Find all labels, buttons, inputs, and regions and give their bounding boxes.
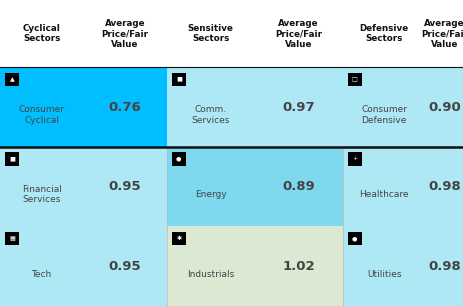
FancyBboxPatch shape: [167, 226, 255, 306]
Text: 1.02: 1.02: [282, 260, 315, 273]
FancyBboxPatch shape: [6, 232, 19, 245]
Text: +: +: [352, 156, 357, 162]
Text: Tech: Tech: [31, 270, 52, 279]
Text: 0.98: 0.98: [428, 180, 461, 193]
Text: ■: ■: [176, 77, 182, 82]
FancyBboxPatch shape: [6, 152, 19, 166]
Text: ■: ■: [9, 156, 15, 162]
Text: ✱: ✱: [176, 236, 181, 241]
Text: ▲: ▲: [10, 77, 14, 82]
Text: Healthcare: Healthcare: [360, 190, 409, 199]
FancyBboxPatch shape: [255, 67, 343, 147]
FancyBboxPatch shape: [426, 226, 463, 306]
Text: Consumer
Cyclical: Consumer Cyclical: [19, 105, 65, 125]
Text: Cyclical
Sectors: Cyclical Sectors: [23, 24, 61, 43]
FancyBboxPatch shape: [83, 67, 167, 147]
FancyBboxPatch shape: [6, 73, 19, 86]
FancyBboxPatch shape: [0, 226, 83, 306]
Text: 0.76: 0.76: [109, 101, 141, 114]
FancyBboxPatch shape: [167, 67, 255, 147]
Text: Sensitive
Sectors: Sensitive Sectors: [188, 24, 234, 43]
Text: 0.90: 0.90: [428, 101, 461, 114]
Text: Comm.
Services: Comm. Services: [192, 105, 230, 125]
FancyBboxPatch shape: [172, 152, 186, 166]
Text: Utilities: Utilities: [367, 270, 401, 279]
FancyBboxPatch shape: [343, 226, 426, 306]
Text: ●: ●: [352, 236, 357, 241]
FancyBboxPatch shape: [348, 232, 362, 245]
FancyBboxPatch shape: [83, 147, 167, 226]
Text: Consumer
Defensive: Consumer Defensive: [361, 105, 407, 125]
Text: Average
Price/Fair
Value: Average Price/Fair Value: [275, 19, 322, 49]
Text: Financial
Services: Financial Services: [22, 185, 62, 204]
Text: 0.98: 0.98: [428, 260, 461, 273]
FancyBboxPatch shape: [255, 226, 343, 306]
Text: 0.89: 0.89: [282, 180, 315, 193]
Text: Average
Price/Fair
Value: Average Price/Fair Value: [421, 19, 463, 49]
Text: ▦: ▦: [9, 236, 15, 241]
Text: 0.95: 0.95: [109, 260, 141, 273]
FancyBboxPatch shape: [167, 147, 255, 226]
FancyBboxPatch shape: [426, 147, 463, 226]
FancyBboxPatch shape: [0, 67, 83, 147]
Text: □: □: [352, 77, 358, 82]
FancyBboxPatch shape: [343, 67, 426, 147]
Text: Average
Price/Fair
Value: Average Price/Fair Value: [101, 19, 149, 49]
FancyBboxPatch shape: [255, 147, 343, 226]
Text: Energy: Energy: [195, 190, 226, 199]
FancyBboxPatch shape: [343, 147, 426, 226]
Text: Defensive
Sectors: Defensive Sectors: [360, 24, 409, 43]
FancyBboxPatch shape: [348, 152, 362, 166]
FancyBboxPatch shape: [172, 73, 186, 86]
Text: ●: ●: [176, 156, 181, 162]
Text: 0.95: 0.95: [109, 180, 141, 193]
FancyBboxPatch shape: [0, 147, 83, 226]
Text: 0.97: 0.97: [282, 101, 315, 114]
FancyBboxPatch shape: [348, 73, 362, 86]
Text: Industrials: Industrials: [187, 270, 234, 279]
FancyBboxPatch shape: [426, 67, 463, 147]
FancyBboxPatch shape: [83, 226, 167, 306]
FancyBboxPatch shape: [172, 232, 186, 245]
